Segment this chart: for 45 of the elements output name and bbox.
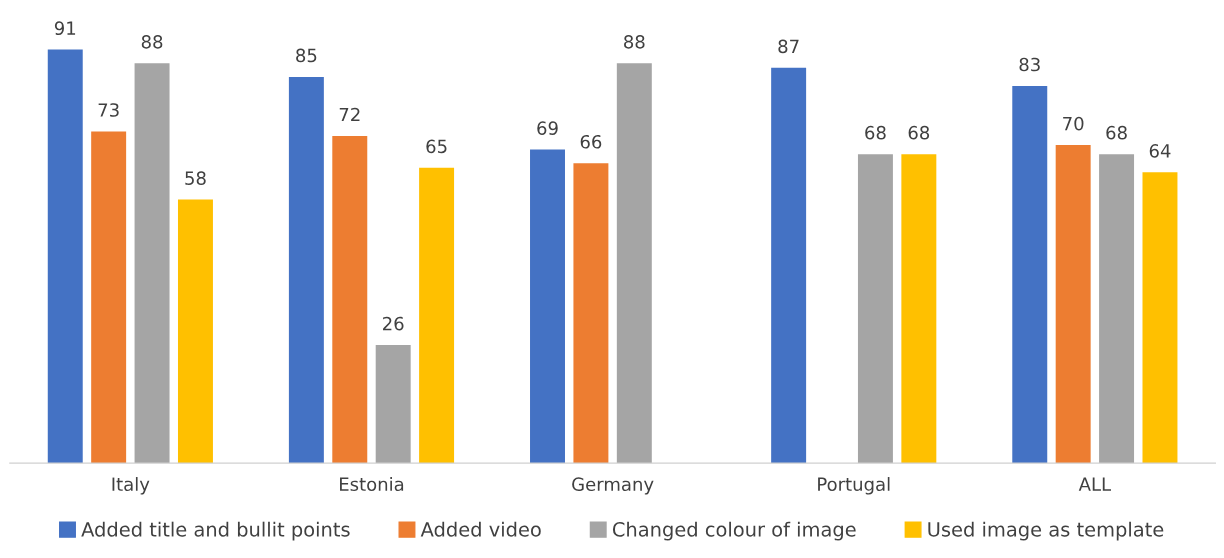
data-label: 85 [296, 48, 317, 63]
bar [1012, 85, 1048, 464]
data-label: 65 [426, 139, 447, 154]
bar [332, 135, 368, 464]
bar [47, 49, 83, 464]
x-tick-label: Italy [112, 477, 150, 495]
bar [134, 63, 170, 464]
data-label: 64 [1149, 144, 1171, 158]
data-label: 83 [1019, 57, 1040, 72]
x-tick-label: Portugal [818, 477, 890, 495]
data-label: 68 [1106, 125, 1127, 140]
x-tick-label: ALL [1078, 477, 1111, 491]
legend-label: Used image as template [928, 521, 1164, 541]
data-label: 70 [1063, 116, 1084, 131]
x-tick-label: Germany [572, 477, 654, 495]
data-label: 72 [339, 107, 360, 122]
x-tick-label: Estonia [340, 477, 404, 492]
bar [530, 149, 565, 464]
bar [177, 199, 213, 464]
bar [375, 344, 411, 464]
bar [901, 154, 937, 464]
data-label: 69 [537, 121, 558, 135]
bar [288, 76, 324, 464]
legend-label: Added video [420, 521, 541, 537]
data-label: 87 [778, 39, 799, 54]
data-label: 66 [580, 134, 602, 149]
data-label: 88 [141, 34, 163, 49]
bar [857, 154, 893, 464]
data-label: 68 [908, 125, 930, 140]
bar [1099, 154, 1135, 464]
bar [1055, 145, 1091, 464]
legend-label: Changed colour of image [612, 521, 856, 541]
bar [573, 163, 609, 464]
data-label: 73 [98, 103, 119, 117]
bar [91, 131, 127, 464]
bar [1142, 172, 1178, 464]
legend-label: Added title and bullit points [81, 521, 350, 541]
data-label: 26 [383, 316, 404, 331]
data-label: 68 [865, 125, 886, 140]
bar [771, 67, 807, 464]
data-label: 58 [185, 171, 206, 185]
bar [616, 63, 652, 464]
bar [419, 167, 455, 464]
data-label: 91 [54, 21, 76, 36]
data-label: 88 [624, 34, 645, 49]
